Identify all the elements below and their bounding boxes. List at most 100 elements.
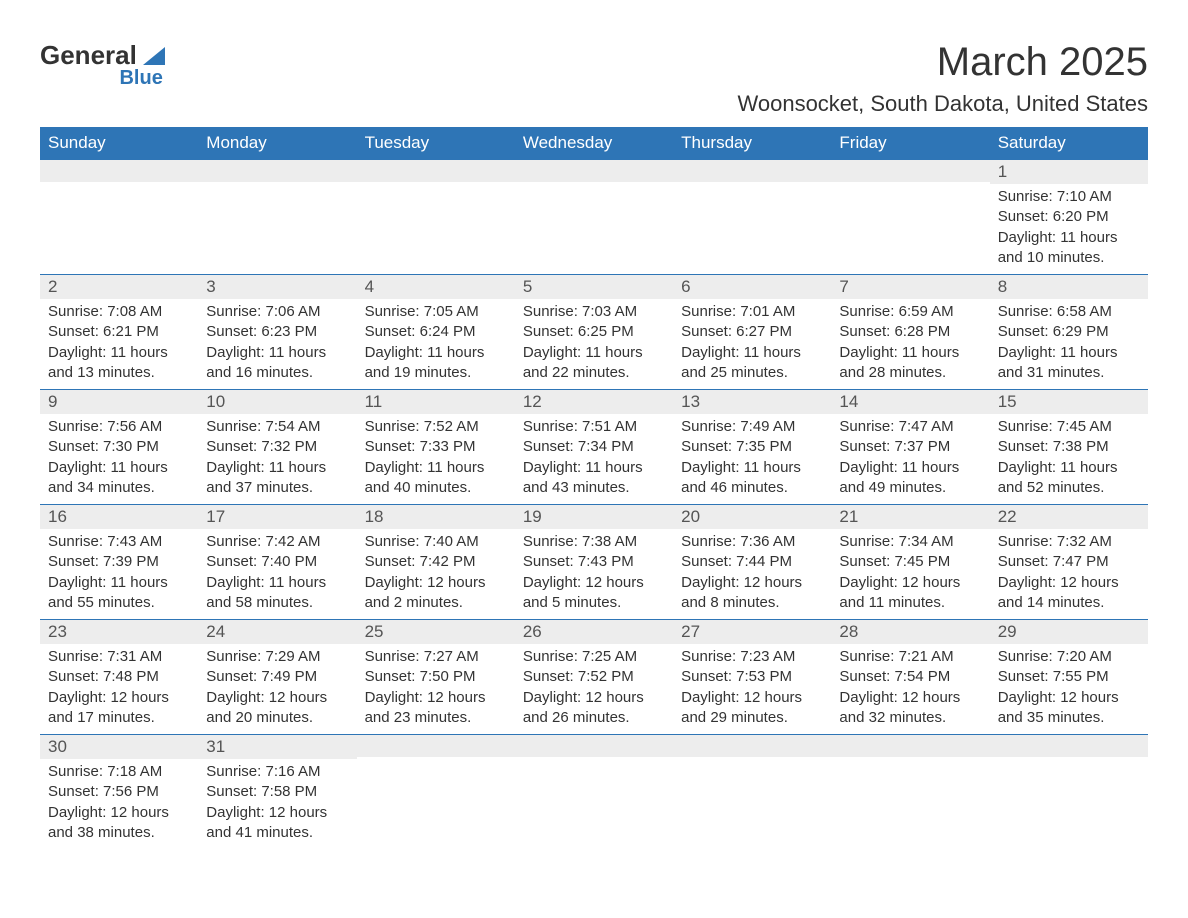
day-detail: Sunrise: 7:25 AMSunset: 7:52 PMDaylight:… xyxy=(515,644,673,734)
day-detail: Sunrise: 7:31 AMSunset: 7:48 PMDaylight:… xyxy=(40,644,198,734)
daylight-line: Daylight: 11 hours and 34 minutes. xyxy=(48,458,190,499)
day-detail: Sunrise: 7:05 AMSunset: 6:24 PMDaylight:… xyxy=(357,299,515,389)
calendar-cell: 26Sunrise: 7:25 AMSunset: 7:52 PMDayligh… xyxy=(515,620,673,735)
day-number: 4 xyxy=(357,275,515,299)
calendar-cell xyxy=(357,735,515,850)
day-detail: Sunrise: 6:58 AMSunset: 6:29 PMDaylight:… xyxy=(990,299,1148,389)
calendar-cell: 14Sunrise: 7:47 AMSunset: 7:37 PMDayligh… xyxy=(831,390,989,505)
day-detail: Sunrise: 7:16 AMSunset: 7:58 PMDaylight:… xyxy=(198,759,356,849)
daylight-line: Daylight: 11 hours and 40 minutes. xyxy=(365,458,507,499)
day-number xyxy=(515,160,673,182)
day-detail: Sunrise: 7:51 AMSunset: 7:34 PMDaylight:… xyxy=(515,414,673,504)
day-number: 15 xyxy=(990,390,1148,414)
calendar-week-row: 23Sunrise: 7:31 AMSunset: 7:48 PMDayligh… xyxy=(40,620,1148,735)
daylight-line: Daylight: 11 hours and 16 minutes. xyxy=(206,343,348,384)
daylight-line: Daylight: 11 hours and 28 minutes. xyxy=(839,343,981,384)
daylight-line: Daylight: 12 hours and 26 minutes. xyxy=(523,688,665,729)
sunrise-line: Sunrise: 7:42 AM xyxy=(206,532,348,552)
calendar-cell xyxy=(673,160,831,275)
calendar-week-row: 2Sunrise: 7:08 AMSunset: 6:21 PMDaylight… xyxy=(40,275,1148,390)
daylight-line: Daylight: 11 hours and 10 minutes. xyxy=(998,228,1140,269)
day-detail: Sunrise: 7:40 AMSunset: 7:42 PMDaylight:… xyxy=(357,529,515,619)
daylight-line: Daylight: 11 hours and 49 minutes. xyxy=(839,458,981,499)
day-detail xyxy=(831,182,989,252)
day-number xyxy=(515,735,673,757)
day-detail: Sunrise: 7:43 AMSunset: 7:39 PMDaylight:… xyxy=(40,529,198,619)
sunset-line: Sunset: 7:45 PM xyxy=(839,552,981,572)
day-detail: Sunrise: 7:52 AMSunset: 7:33 PMDaylight:… xyxy=(357,414,515,504)
sunrise-line: Sunrise: 7:54 AM xyxy=(206,417,348,437)
calendar-week-row: 16Sunrise: 7:43 AMSunset: 7:39 PMDayligh… xyxy=(40,505,1148,620)
weekday-header: Tuesday xyxy=(357,127,515,160)
sunset-line: Sunset: 6:25 PM xyxy=(523,322,665,342)
calendar-cell: 12Sunrise: 7:51 AMSunset: 7:34 PMDayligh… xyxy=(515,390,673,505)
sunrise-line: Sunrise: 7:23 AM xyxy=(681,647,823,667)
calendar-cell: 18Sunrise: 7:40 AMSunset: 7:42 PMDayligh… xyxy=(357,505,515,620)
day-number: 13 xyxy=(673,390,831,414)
sunrise-line: Sunrise: 7:34 AM xyxy=(839,532,981,552)
calendar-head: SundayMondayTuesdayWednesdayThursdayFrid… xyxy=(40,127,1148,160)
daylight-line: Daylight: 12 hours and 20 minutes. xyxy=(206,688,348,729)
calendar-week-row: 9Sunrise: 7:56 AMSunset: 7:30 PMDaylight… xyxy=(40,390,1148,505)
logo: General Blue xyxy=(40,40,165,90)
calendar-table: SundayMondayTuesdayWednesdayThursdayFrid… xyxy=(40,127,1148,849)
sunset-line: Sunset: 6:21 PM xyxy=(48,322,190,342)
daylight-line: Daylight: 11 hours and 25 minutes. xyxy=(681,343,823,384)
day-detail: Sunrise: 7:01 AMSunset: 6:27 PMDaylight:… xyxy=(673,299,831,389)
sunset-line: Sunset: 7:42 PM xyxy=(365,552,507,572)
sunset-line: Sunset: 7:35 PM xyxy=(681,437,823,457)
sunset-line: Sunset: 7:44 PM xyxy=(681,552,823,572)
day-number: 21 xyxy=(831,505,989,529)
logo-text-bottom: Blue xyxy=(40,67,165,90)
day-detail: Sunrise: 7:18 AMSunset: 7:56 PMDaylight:… xyxy=(40,759,198,849)
sunset-line: Sunset: 6:27 PM xyxy=(681,322,823,342)
daylight-line: Daylight: 12 hours and 8 minutes. xyxy=(681,573,823,614)
calendar-cell: 31Sunrise: 7:16 AMSunset: 7:58 PMDayligh… xyxy=(198,735,356,850)
sunset-line: Sunset: 7:34 PM xyxy=(523,437,665,457)
calendar-cell xyxy=(831,160,989,275)
day-number: 3 xyxy=(198,275,356,299)
sunrise-line: Sunrise: 7:10 AM xyxy=(998,187,1140,207)
calendar-cell: 1Sunrise: 7:10 AMSunset: 6:20 PMDaylight… xyxy=(990,160,1148,275)
logo-triangle-icon xyxy=(143,47,165,65)
calendar-cell xyxy=(515,160,673,275)
day-number: 25 xyxy=(357,620,515,644)
daylight-line: Daylight: 11 hours and 46 minutes. xyxy=(681,458,823,499)
sunrise-line: Sunrise: 7:08 AM xyxy=(48,302,190,322)
calendar-cell: 28Sunrise: 7:21 AMSunset: 7:54 PMDayligh… xyxy=(831,620,989,735)
sunset-line: Sunset: 6:28 PM xyxy=(839,322,981,342)
day-number: 12 xyxy=(515,390,673,414)
sunrise-line: Sunrise: 7:40 AM xyxy=(365,532,507,552)
sunrise-line: Sunrise: 7:05 AM xyxy=(365,302,507,322)
day-number: 31 xyxy=(198,735,356,759)
calendar-body: 1Sunrise: 7:10 AMSunset: 6:20 PMDaylight… xyxy=(40,160,1148,850)
daylight-line: Daylight: 12 hours and 29 minutes. xyxy=(681,688,823,729)
daylight-line: Daylight: 11 hours and 43 minutes. xyxy=(523,458,665,499)
sunset-line: Sunset: 7:30 PM xyxy=(48,437,190,457)
daylight-line: Daylight: 12 hours and 35 minutes. xyxy=(998,688,1140,729)
day-detail: Sunrise: 7:38 AMSunset: 7:43 PMDaylight:… xyxy=(515,529,673,619)
calendar-cell xyxy=(990,735,1148,850)
daylight-line: Daylight: 11 hours and 55 minutes. xyxy=(48,573,190,614)
sunset-line: Sunset: 7:38 PM xyxy=(998,437,1140,457)
day-detail: Sunrise: 7:20 AMSunset: 7:55 PMDaylight:… xyxy=(990,644,1148,734)
sunset-line: Sunset: 7:32 PM xyxy=(206,437,348,457)
weekday-header: Monday xyxy=(198,127,356,160)
sunrise-line: Sunrise: 7:49 AM xyxy=(681,417,823,437)
sunrise-line: Sunrise: 7:18 AM xyxy=(48,762,190,782)
calendar-cell: 4Sunrise: 7:05 AMSunset: 6:24 PMDaylight… xyxy=(357,275,515,390)
calendar-cell: 8Sunrise: 6:58 AMSunset: 6:29 PMDaylight… xyxy=(990,275,1148,390)
day-detail: Sunrise: 7:27 AMSunset: 7:50 PMDaylight:… xyxy=(357,644,515,734)
day-detail xyxy=(673,757,831,827)
day-detail xyxy=(515,757,673,827)
day-detail: Sunrise: 6:59 AMSunset: 6:28 PMDaylight:… xyxy=(831,299,989,389)
day-number: 26 xyxy=(515,620,673,644)
sunset-line: Sunset: 6:24 PM xyxy=(365,322,507,342)
calendar-cell: 27Sunrise: 7:23 AMSunset: 7:53 PMDayligh… xyxy=(673,620,831,735)
day-detail: Sunrise: 7:06 AMSunset: 6:23 PMDaylight:… xyxy=(198,299,356,389)
calendar-cell: 24Sunrise: 7:29 AMSunset: 7:49 PMDayligh… xyxy=(198,620,356,735)
sunset-line: Sunset: 7:50 PM xyxy=(365,667,507,687)
sunrise-line: Sunrise: 6:59 AM xyxy=(839,302,981,322)
day-detail xyxy=(831,757,989,827)
sunset-line: Sunset: 7:48 PM xyxy=(48,667,190,687)
